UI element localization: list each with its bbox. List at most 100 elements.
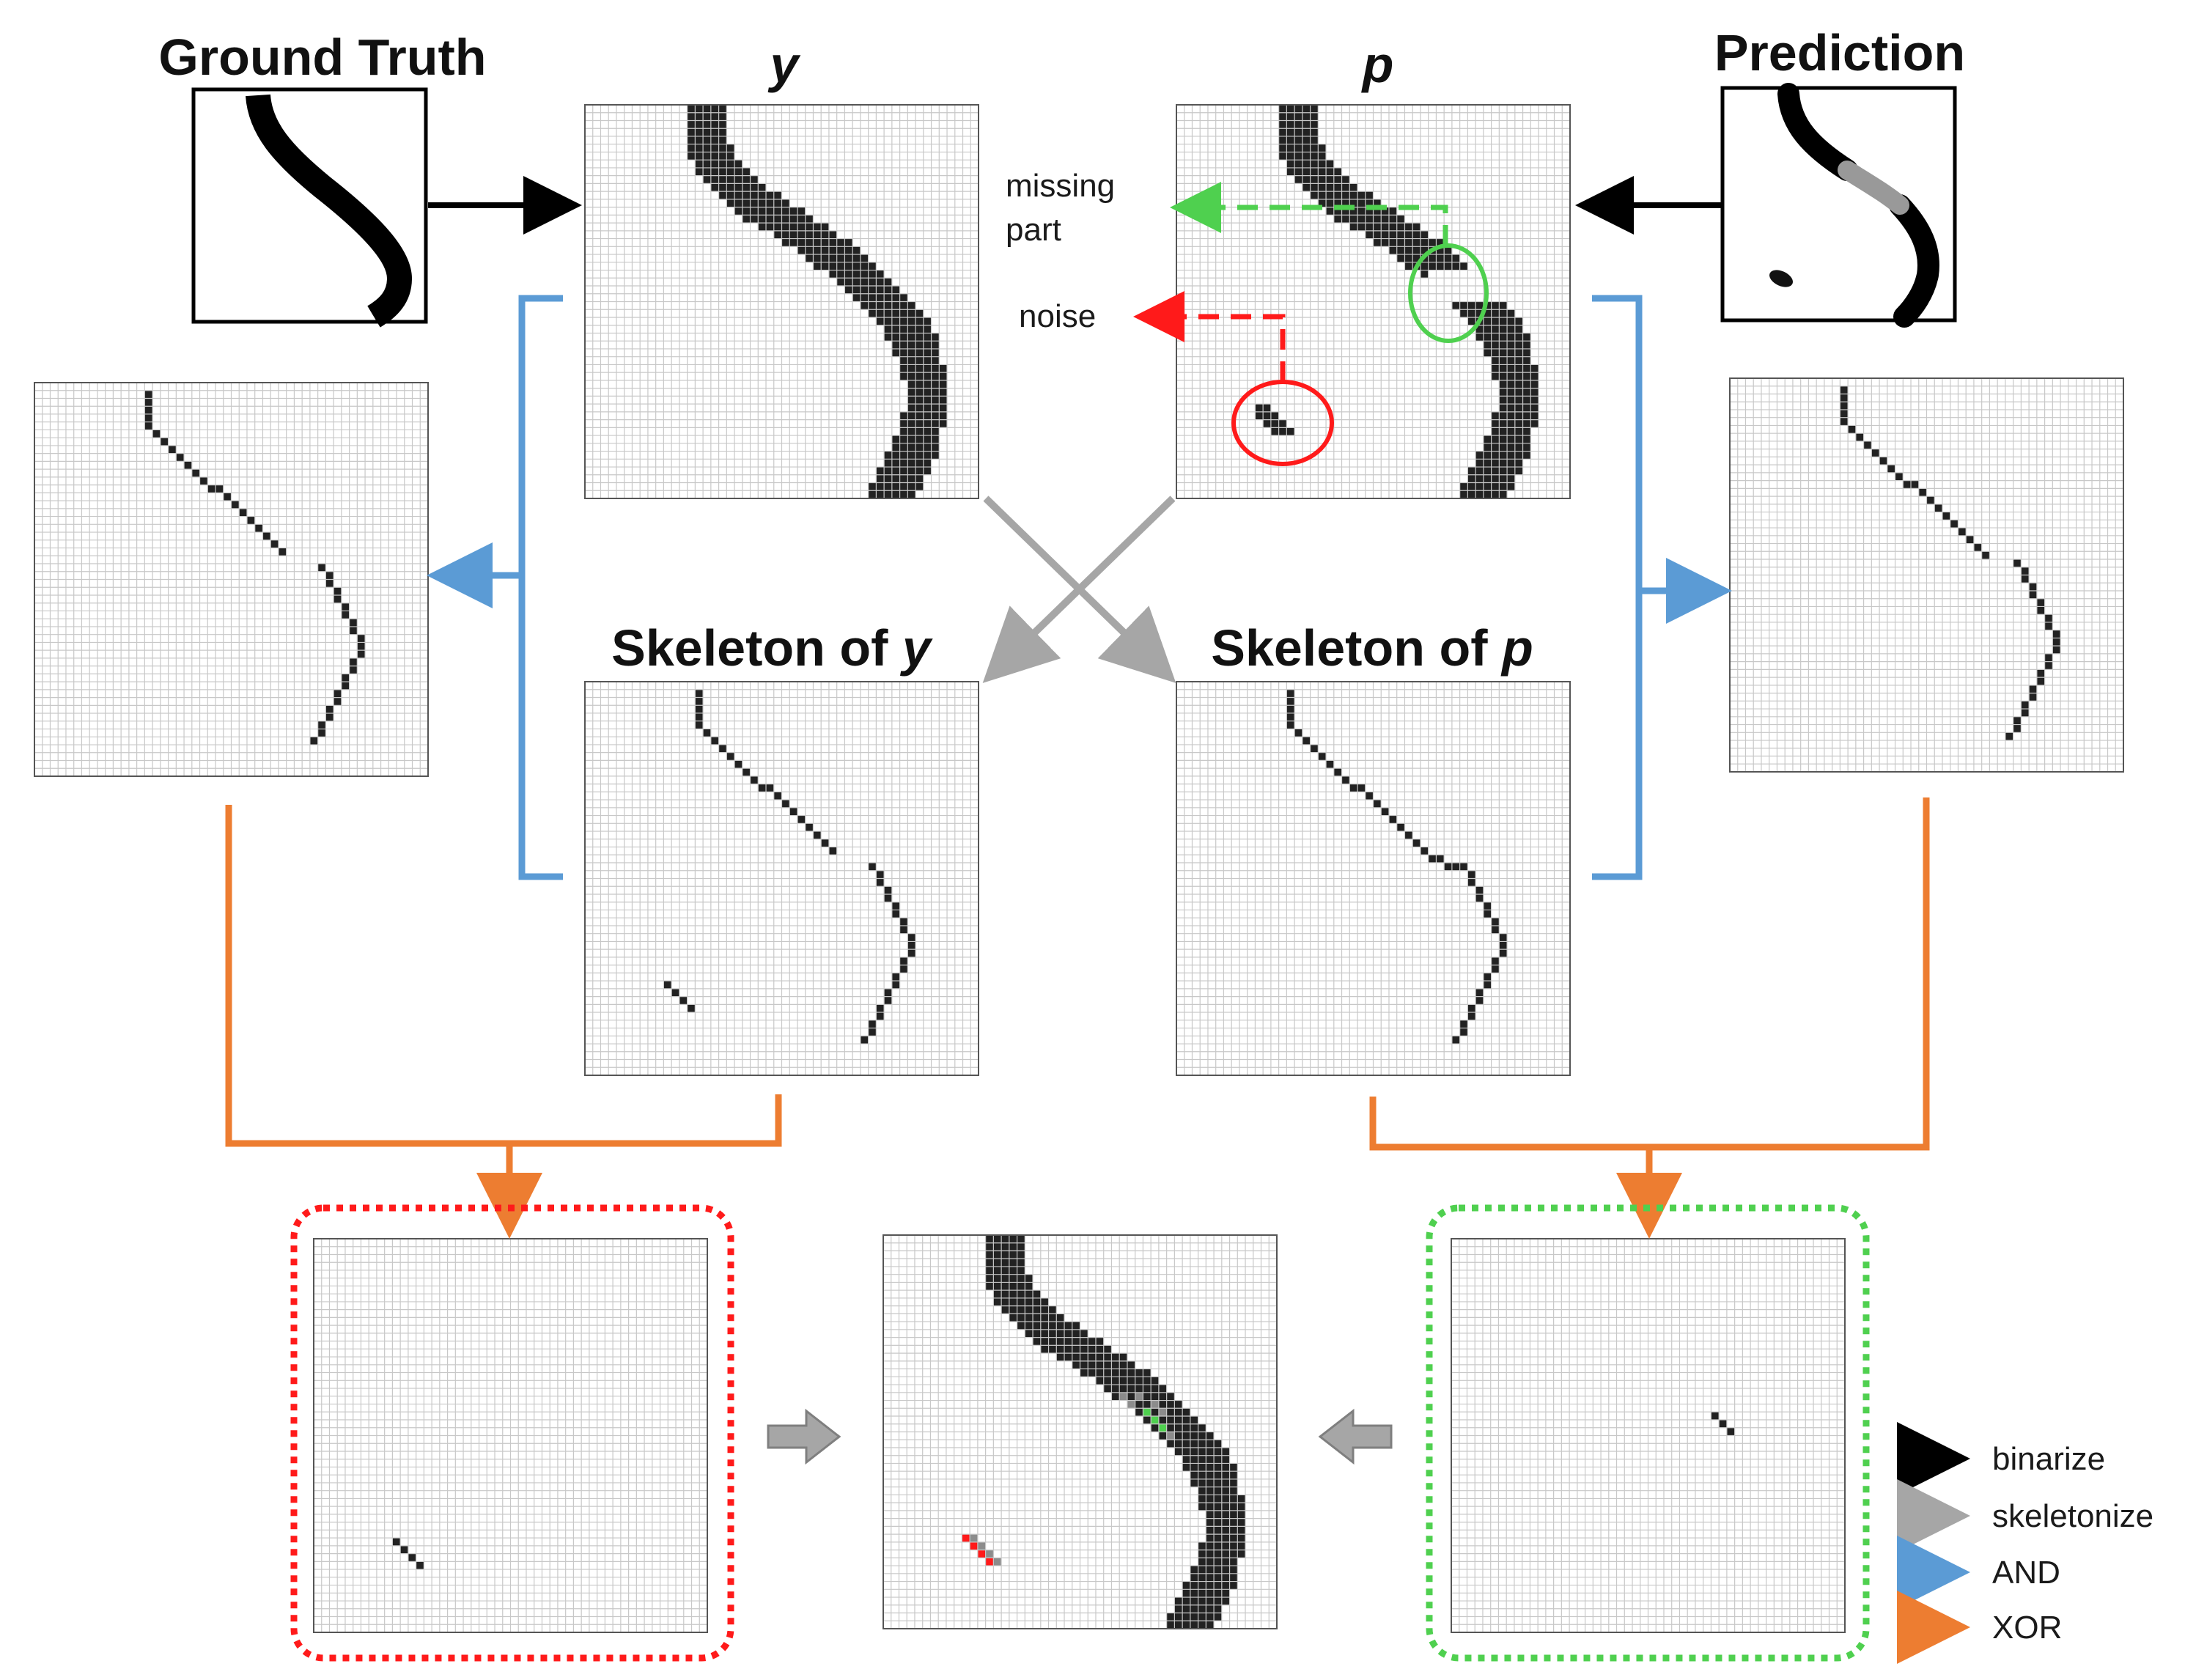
grid-cell — [1373, 800, 1382, 808]
grid-cell — [1530, 396, 1539, 405]
grid-cell — [1206, 1478, 1215, 1487]
grid-cell — [1412, 238, 1421, 247]
grid-cell — [1341, 199, 1350, 207]
grid-cell — [1499, 380, 1508, 388]
grid-cell — [1341, 175, 1350, 184]
grid-cell — [1483, 435, 1492, 443]
grid-border — [1451, 1238, 1846, 1633]
grid-cell — [1349, 183, 1358, 192]
grid-cell — [884, 467, 892, 475]
grid-cell — [742, 183, 751, 192]
grid-cell — [758, 183, 767, 192]
grid-cell — [703, 729, 711, 737]
grid-cell — [1017, 1259, 1025, 1267]
grid-cell — [1221, 1503, 1230, 1511]
grid-cell — [1499, 372, 1508, 380]
grid-cell — [1318, 199, 1327, 207]
grid-cell — [726, 191, 735, 199]
grid-cell — [931, 356, 940, 365]
grid-cell — [923, 325, 932, 334]
grid-cell — [1302, 152, 1311, 161]
grid-cell — [1475, 894, 1484, 902]
grid-cell — [907, 435, 916, 443]
grid-cell — [1221, 1518, 1230, 1527]
grid-cell — [1475, 451, 1484, 460]
grid-cell — [1119, 1385, 1127, 1393]
grid-cell — [985, 1550, 994, 1558]
grid-cell — [876, 474, 885, 483]
grid-cell — [309, 737, 318, 745]
grid-cell — [828, 246, 837, 255]
grid-cell — [1025, 1282, 1033, 1291]
grid-cell — [884, 490, 892, 498]
grid-cell — [357, 634, 366, 643]
grid-cell — [1009, 1314, 1017, 1322]
grid-cell — [805, 238, 814, 247]
grid-cell — [1499, 325, 1508, 334]
grid-cell — [1095, 1345, 1104, 1354]
grid-cell — [939, 419, 948, 428]
grid-cell — [915, 364, 924, 373]
grid-cell — [1436, 262, 1445, 270]
grid-cell — [939, 364, 948, 373]
grid-cell — [687, 112, 696, 121]
grid-cell — [726, 183, 735, 192]
grid-cell — [1033, 1290, 1041, 1298]
grid-cell — [891, 435, 900, 443]
grid-cell — [923, 467, 932, 475]
grid-cell — [1522, 356, 1531, 365]
grid-cell — [718, 144, 727, 152]
grid-cell — [1174, 1400, 1183, 1409]
grid-cell — [742, 167, 751, 176]
grid-cell — [1088, 1345, 1096, 1354]
grid-cell — [766, 215, 774, 224]
grid-cell — [1198, 1495, 1206, 1503]
grid-cell — [884, 474, 892, 483]
grid-cell — [1143, 1400, 1152, 1409]
grid-cell — [773, 207, 782, 215]
grid-cell — [1017, 1297, 1025, 1306]
grid-cell — [1491, 459, 1500, 468]
grid-cell — [907, 941, 916, 950]
grid-cell — [1373, 207, 1382, 215]
grid-cell — [1206, 1463, 1215, 1472]
grid-cell — [1206, 1597, 1215, 1605]
grid-cell — [1514, 427, 1523, 436]
grid-cell — [750, 215, 759, 224]
grid-cell — [2036, 669, 2045, 678]
grid-cell — [884, 301, 892, 310]
grid-cell — [1174, 1621, 1183, 1629]
grid-cell — [1491, 301, 1500, 310]
grid-cell — [836, 246, 845, 255]
grid-cell — [1017, 1322, 1025, 1330]
grid-cell — [1719, 1420, 1727, 1428]
grid-cell — [1396, 823, 1405, 832]
grid-cell — [1981, 551, 1990, 560]
grid-cell — [2029, 693, 2037, 701]
grid-cell — [1135, 1368, 1143, 1377]
grid-cell — [1428, 254, 1437, 262]
grid-cell — [1341, 191, 1350, 199]
grid-cell — [907, 341, 916, 349]
grid-cell — [325, 571, 334, 580]
grid-cell — [703, 144, 711, 152]
p-grid-panel — [1176, 104, 1571, 499]
grid-cell — [1190, 1581, 1198, 1590]
grid-cell — [1522, 388, 1531, 397]
grid-cell — [1286, 136, 1295, 144]
grid-cell — [1040, 1345, 1049, 1354]
grid-cell — [1151, 1416, 1159, 1424]
grid-cell — [1221, 1510, 1230, 1519]
grid-cell — [1950, 520, 1959, 528]
grid-cell — [687, 136, 696, 144]
grid-cell — [1206, 1510, 1215, 1519]
grid-cell — [923, 443, 932, 452]
grid-cell — [915, 396, 924, 405]
grid-cell — [1088, 1353, 1096, 1361]
grid-cell — [1499, 309, 1508, 317]
grid-cell — [687, 128, 696, 136]
grid-cell — [160, 438, 169, 446]
grid-cell — [1221, 1597, 1230, 1605]
grid-cell — [1396, 254, 1405, 262]
grid-cell — [1229, 1526, 1238, 1535]
